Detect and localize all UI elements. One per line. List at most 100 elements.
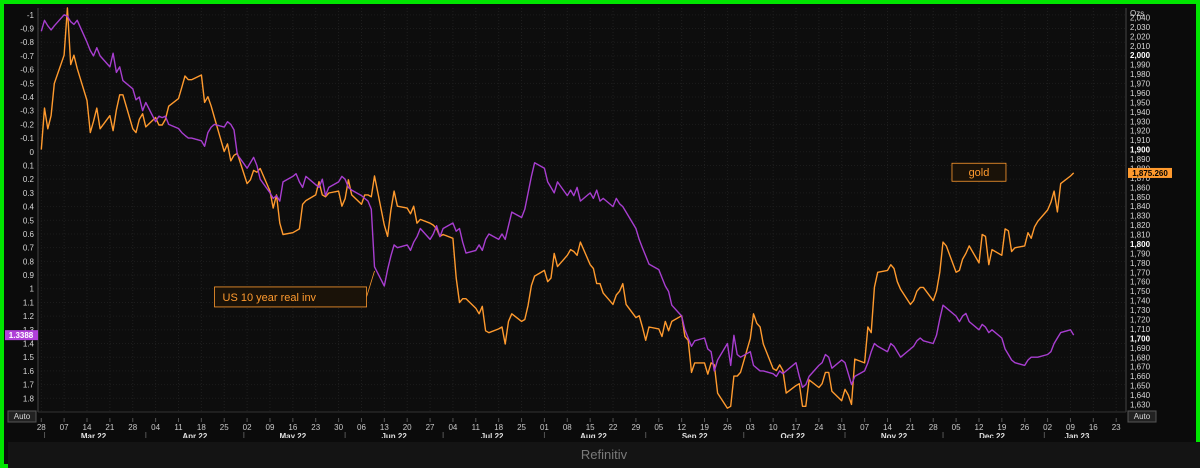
right-tick-label: 1,630: [1130, 400, 1151, 409]
x-tick-label: 19: [700, 423, 709, 432]
left-tick-label: -1: [27, 11, 35, 20]
x-tick-label: 10: [769, 423, 778, 432]
right-tick-label: 1,780: [1130, 259, 1151, 268]
right-unit-label: Ozs: [1130, 9, 1144, 18]
x-tick-label: 27: [426, 423, 435, 432]
left-tick-label: 1: [30, 285, 35, 294]
month-label: Jul 22: [481, 432, 504, 438]
left-last-value-label: 1.3388: [9, 331, 34, 340]
x-tick-label: 25: [517, 423, 526, 432]
left-last-value-tag: [5, 330, 38, 341]
source-footer: Refinitiv: [8, 442, 1200, 468]
left-tick-label: -0.2: [20, 120, 34, 129]
month-label: Mar 22: [81, 432, 107, 438]
x-axis: 28 07 14 21 28 04 11 18 25 02 09 16 23 30 06 13 20 27 04 11…: [37, 411, 1126, 438]
x-tick-label: 22: [609, 423, 618, 432]
left-tick-label: 1.2: [23, 312, 35, 321]
x-tick-label: 16: [288, 423, 297, 432]
x-tick-label: 04: [151, 423, 160, 432]
right-tick-label: 1,920: [1130, 127, 1151, 136]
right-tick-label: 1,650: [1130, 382, 1151, 391]
left-tick-label: -0.1: [20, 134, 34, 143]
right-tick-label: 1,740: [1130, 297, 1151, 306]
right-last-value-label: 1,875.260: [1132, 169, 1168, 178]
month-label: Jan 23: [1065, 432, 1090, 438]
left-tick-label: 1.4: [23, 340, 35, 349]
left-tick-label: -0.8: [20, 38, 34, 47]
x-tick-label: 15: [586, 423, 595, 432]
left-tick-label: 0.9: [23, 271, 35, 280]
x-tick-label: 28: [128, 423, 137, 432]
right-tick-label: 1,770: [1130, 268, 1151, 277]
x-tick-label: 21: [105, 423, 114, 432]
month-label: Oct 22: [781, 432, 806, 438]
left-tick-label: 0.3: [23, 189, 35, 198]
right-tick-label: 1,990: [1130, 61, 1151, 70]
right-tick-label: 2,040: [1130, 13, 1151, 22]
x-tick-label: 09: [1066, 423, 1075, 432]
right-tick-label: 1,970: [1130, 80, 1151, 89]
x-tick-label: 28: [929, 423, 938, 432]
right-tick-label: 1,940: [1130, 108, 1151, 117]
x-tick-label: 06: [357, 423, 366, 432]
x-tick-label: 16: [1089, 423, 1098, 432]
left-tick-label: -0.4: [20, 93, 34, 102]
series-line-gold: [40, 7, 1075, 409]
right-axis: 1,6301,6401,6501,6601,6701,6801,6901,700…: [1125, 8, 1151, 412]
x-tick-label: 09: [266, 423, 275, 432]
right-tick-label: 1,720: [1130, 315, 1151, 324]
month-label: Sep 22: [682, 432, 708, 438]
x-tick-label: 26: [723, 423, 732, 432]
right-auto-box[interactable]: [1127, 410, 1157, 423]
month-label: Jun 22: [381, 432, 407, 438]
x-tick-label: 19: [997, 423, 1006, 432]
right-tick-label: 1,760: [1130, 278, 1151, 287]
left-tick-label: 1.5: [23, 353, 35, 362]
left-tick-label: 0.6: [23, 230, 35, 239]
x-tick-label: 02: [243, 423, 252, 432]
x-tick-label: 28: [37, 423, 46, 432]
x-tick-label: 05: [654, 423, 663, 432]
right-tick-label: 1,670: [1130, 363, 1151, 372]
right-tick-label: 1,750: [1130, 287, 1151, 296]
labels-layer: Auto Auto gold US 10 year real inv 1.3388 1,8…: [5, 162, 1172, 423]
right-tick-label: 1,980: [1130, 70, 1151, 79]
x-tick-label: 04: [448, 423, 457, 432]
left-tick-label: 1.6: [23, 367, 35, 376]
real-yield-series-label-box: [214, 286, 367, 308]
x-tick-label: 20: [403, 423, 412, 432]
left-tick-label: 0.7: [23, 244, 35, 253]
right-tick-label: 1,790: [1130, 249, 1151, 258]
left-tick-label: 0.1: [23, 161, 35, 170]
x-tick-label: 23: [1112, 423, 1121, 432]
right-tick-label: 1,810: [1130, 231, 1151, 240]
left-tick-label: -0.3: [20, 107, 34, 116]
right-tick-label: 2,030: [1130, 23, 1151, 32]
right-tick-label: 1,690: [1130, 344, 1151, 353]
series-line-real-yield: [40, 14, 1075, 388]
plot-area: [38, 8, 1126, 412]
left-axis: -1 -0.9 -0.8 -0.7 -0.6 -0.5 -0.4 -0.3 -0.2 -0.1 0 0…: [20, 8, 39, 412]
month-label: Nov 22: [881, 432, 908, 438]
x-tick-label: 02: [1043, 423, 1052, 432]
right-tick-label: 1,710: [1130, 325, 1151, 334]
real-yield-label-leader: [366, 270, 375, 298]
left-tick-label: -0.9: [20, 25, 34, 34]
right-last-value-tag: [1128, 167, 1172, 178]
series-layer: [40, 7, 1075, 409]
right-tick-label: 1,640: [1130, 391, 1151, 400]
x-tick-label: 13: [380, 423, 389, 432]
right-tick-label: 1,960: [1130, 89, 1151, 98]
right-tick-label: 1,680: [1130, 353, 1151, 362]
right-tick-label: 1,950: [1130, 98, 1151, 107]
right-tick-label: 1,850: [1130, 193, 1151, 202]
month-label: Dec 22: [979, 432, 1005, 438]
x-tick-label: 31: [837, 423, 846, 432]
left-tick-label: -0.5: [20, 79, 34, 88]
right-tick-label: 2,010: [1130, 42, 1151, 51]
left-tick-label: 1.8: [23, 394, 35, 403]
left-auto-box[interactable]: [7, 410, 37, 423]
left-tick-label: 0.8: [23, 257, 35, 266]
right-tick-label: 1,900: [1130, 146, 1151, 155]
x-tick-label: 23: [311, 423, 320, 432]
